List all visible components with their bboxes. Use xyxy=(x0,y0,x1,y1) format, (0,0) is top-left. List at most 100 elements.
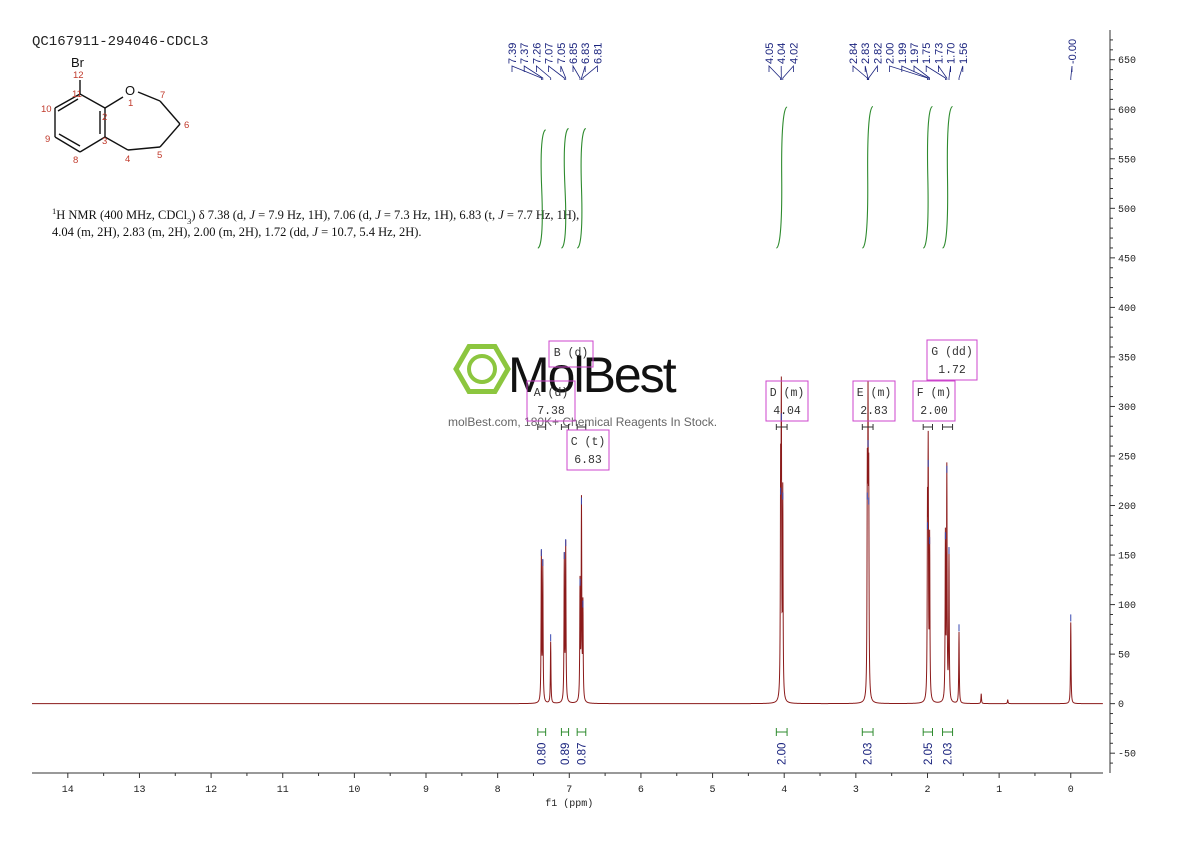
peak-label-text: 2.82 xyxy=(872,43,884,64)
multiplet-letter: F xyxy=(917,387,924,400)
peak-label-connector xyxy=(913,65,930,80)
peak-label-connector xyxy=(901,65,929,80)
multiplet-type: dd xyxy=(952,346,966,359)
nmr-description-line-1: 1H NMR (400 MHz, CDCl3) δ 7.38 (d, J = 7… xyxy=(52,206,579,226)
peak-label-connector xyxy=(560,65,567,80)
desc-fragment: 4.04 (m, 2H), 2.83 (m, 2H), 2.00 (m, 2H)… xyxy=(52,225,312,239)
peak-label-text: 7.26 xyxy=(531,43,543,64)
integral-curve xyxy=(862,105,874,249)
nmr-description-line-2: 4.04 (m, 2H), 2.83 (m, 2H), 2.00 (m, 2H)… xyxy=(52,225,422,239)
multiplet-label: B (d) xyxy=(554,347,589,360)
x-tick-label: 6 xyxy=(638,785,644,796)
multiplet-letter: C xyxy=(571,436,578,449)
multiplet-open: ( xyxy=(924,387,938,400)
peak-label-text: 7.37 xyxy=(519,43,531,64)
bond-c11-c10 xyxy=(54,93,81,109)
integral-curves xyxy=(537,105,953,249)
peak-label: 4.02 xyxy=(782,43,800,80)
multiplet-open: ( xyxy=(561,347,575,360)
y-tick-label: 600 xyxy=(1118,106,1136,117)
peak-label-text: 6.81 xyxy=(592,43,604,64)
multiplet-f: F (m) 2.00 xyxy=(912,380,956,430)
peak-label-text: 1.70 xyxy=(946,43,958,64)
bond-o1-c7 xyxy=(137,91,161,102)
multiplet-open: ( xyxy=(777,387,791,400)
multiplet-close: ) xyxy=(581,347,588,360)
bond-c2-c11 xyxy=(79,93,106,109)
peak-label-text: -0.00 xyxy=(1067,39,1079,64)
x-tick-label: 7 xyxy=(566,785,572,796)
peak-label-connector xyxy=(852,65,868,80)
multiplet-b: B (d) xyxy=(548,340,594,430)
y-tick-label: 350 xyxy=(1118,353,1136,364)
peak-label: 2.84 xyxy=(848,43,868,80)
peak-label: 2.82 xyxy=(868,43,884,80)
multiplet-label: C (t) xyxy=(571,436,606,449)
peak-label-connector xyxy=(768,65,781,80)
peak-label-text: 4.02 xyxy=(788,43,800,64)
peak-label-text: 1.56 xyxy=(958,43,970,64)
integral-curve xyxy=(942,105,953,249)
desc-fragment: J xyxy=(312,225,319,239)
desc-fragment: J xyxy=(375,208,382,222)
desc-fragment: = 7.3 Hz, 1H), 6.83 (t, xyxy=(381,208,498,222)
multiplet-shift: 1.72 xyxy=(938,364,966,377)
peak-label: 7.05 xyxy=(556,43,568,80)
multiplet-close: ) xyxy=(944,387,951,400)
integral-curve xyxy=(776,106,788,249)
multiplet-type: m xyxy=(877,387,884,400)
peak-label-text: 1.75 xyxy=(921,43,933,64)
integral-value: 0.87 xyxy=(576,743,588,765)
x-tick-label: 11 xyxy=(277,785,289,796)
atom-2-number: 2 xyxy=(102,112,107,123)
multiplet-box xyxy=(926,339,978,381)
multiplet-e: E (m) 2.83 xyxy=(852,380,896,430)
multiplet-shift: 6.83 xyxy=(574,454,602,467)
multiplet-letter: G xyxy=(931,346,938,359)
peak-label-connector xyxy=(864,65,869,80)
multiplet-box xyxy=(548,340,594,368)
multiplet-c: C (t) 6.83 xyxy=(566,424,610,471)
x-tick-label: 10 xyxy=(348,785,360,796)
y-tick-label: 450 xyxy=(1118,254,1136,265)
multiplet-type: m xyxy=(790,387,797,400)
peak-label-connector xyxy=(548,65,565,80)
peak-label-text: 4.05 xyxy=(764,43,776,64)
multiplet-shift: 2.00 xyxy=(920,405,948,418)
y-tick-label: 400 xyxy=(1118,304,1136,315)
atom-o-symbol: O xyxy=(125,83,135,98)
spectrum xyxy=(32,376,1103,705)
axes: 14 13 12 11 10 9 8 7 6 5 4 3 2 1 0f1 (ppm)650600550500… xyxy=(32,30,1136,810)
integral-curve xyxy=(537,129,546,249)
multiplet-label: G (dd) xyxy=(931,346,972,359)
peak-label: 6.81 xyxy=(582,43,604,80)
multiplet-close: ) xyxy=(966,346,973,359)
multiplet-close: ) xyxy=(561,387,568,400)
multiplet-type: t xyxy=(591,436,598,449)
y-tick-label: -50 xyxy=(1118,750,1136,761)
x-tick-label: 12 xyxy=(205,785,217,796)
peak-label: 1.70 xyxy=(946,43,958,80)
x-tick-label: 1 xyxy=(996,785,1002,796)
peak-label: 1.97 xyxy=(909,43,930,80)
multiplet-a: A (d) 7.38 xyxy=(526,380,576,430)
peak-label-text: 7.39 xyxy=(507,43,519,64)
desc-fragment: = 7.9 Hz, 1H), 7.06 (d, xyxy=(255,208,375,222)
peak-label-connector xyxy=(523,65,544,80)
integral-value: 0.89 xyxy=(560,743,572,765)
bond-c9-c8-double xyxy=(58,133,81,147)
multiplet-label: A (d) xyxy=(534,387,569,400)
peak-label-text: 6.85 xyxy=(568,43,580,64)
multiplet-d: D (m) 4.04 xyxy=(765,380,809,430)
peak-label: 6.85 xyxy=(568,43,581,80)
watermark-tagline: molBest.com, 180K+ Chemical Reagents In … xyxy=(448,415,717,429)
atom-5-number: 5 xyxy=(157,150,162,161)
peak-label: 7.07 xyxy=(544,43,565,80)
peak-label: 1.75 xyxy=(921,43,946,80)
molbest-logo-icon xyxy=(453,344,511,394)
multiplet-close: ) xyxy=(797,387,804,400)
peak-label: 2.83 xyxy=(860,43,872,80)
peak-label-connector xyxy=(582,65,598,80)
x-tick-label: 4 xyxy=(781,785,787,796)
